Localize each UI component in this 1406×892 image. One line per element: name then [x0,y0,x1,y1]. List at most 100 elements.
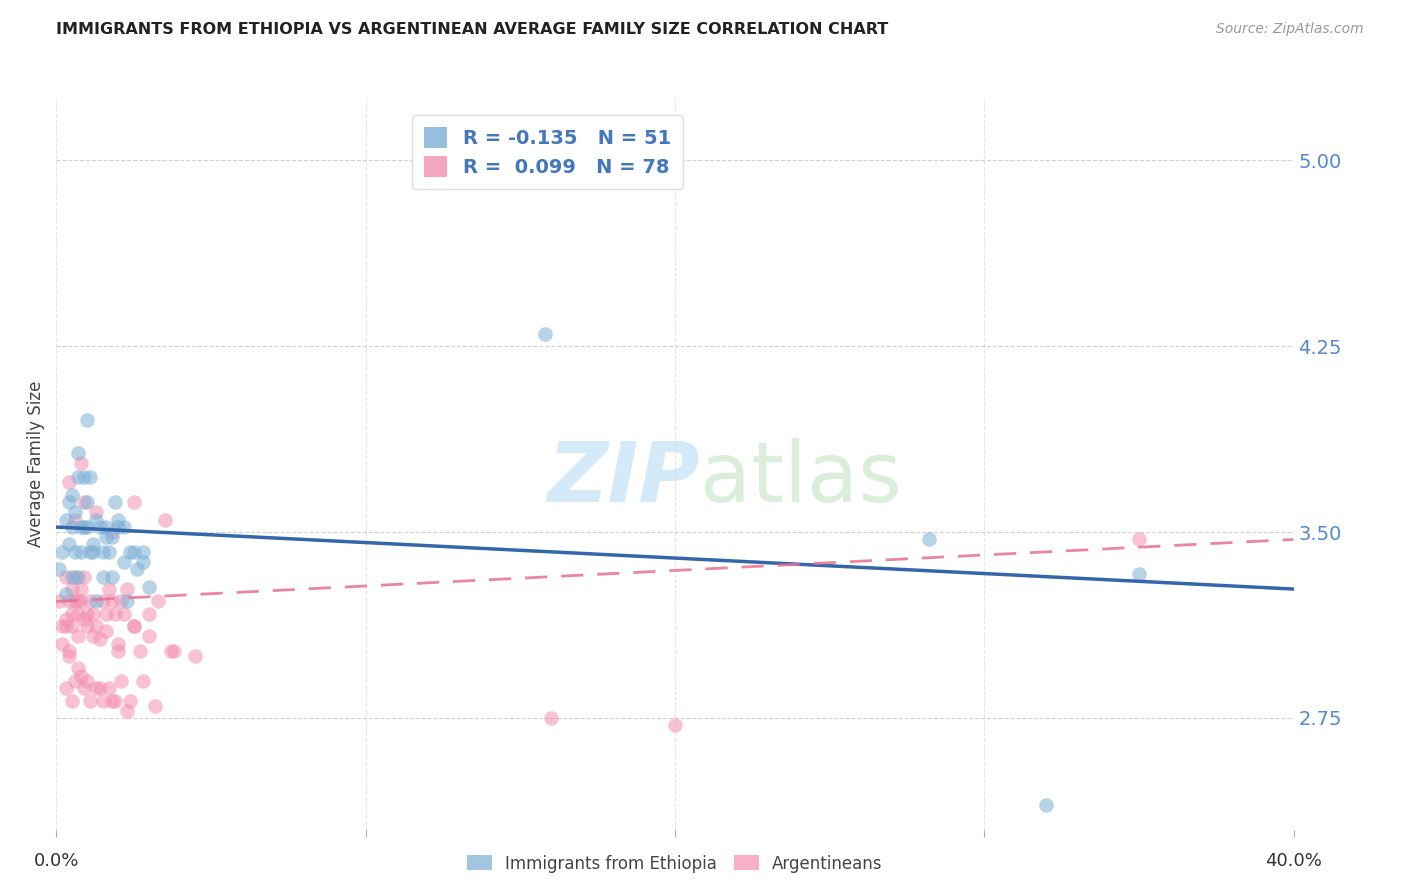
Point [159,644,181,658]
Point [63,545,86,559]
Point [1128,567,1150,582]
Point [94,607,117,621]
Text: 40.0%: 40.0% [1265,852,1322,870]
Point [66,594,89,608]
Point [82,629,104,643]
Point [60,619,83,633]
Point [48,562,70,576]
Point [101,693,124,707]
Point [107,644,129,658]
Point [112,555,135,569]
Point [73,495,96,509]
Point [664,718,686,732]
Point [60,693,83,707]
Point [63,673,86,688]
Point [73,520,96,534]
Point [60,520,83,534]
Point [60,569,83,583]
Point [66,629,89,643]
Point [86,513,108,527]
Y-axis label: Average Family Size: Average Family Size [27,381,45,547]
Point [60,488,83,502]
Point [122,495,145,509]
Point [138,580,160,594]
Point [94,530,117,544]
Point [112,520,135,534]
Point [1035,797,1057,812]
Text: atlas: atlas [700,438,901,519]
Point [91,569,114,583]
Point [66,569,89,583]
Point [120,693,142,707]
Point [58,475,80,490]
Point [132,555,155,569]
Point [122,545,145,559]
Point [132,673,155,688]
Point [70,669,93,683]
Point [117,594,139,608]
Point [73,470,96,484]
Point [132,545,155,559]
Point [97,545,120,559]
Point [76,619,98,633]
Point [58,648,80,663]
Point [97,582,120,596]
Point [534,326,557,341]
Point [58,594,80,608]
Point [60,607,83,621]
Point [91,693,114,707]
Point [101,569,124,583]
Point [60,582,83,596]
Point [66,445,89,459]
Point [138,629,160,643]
Point [138,607,160,621]
Point [86,681,108,696]
Point [73,681,96,696]
Point [89,632,111,646]
Point [101,530,124,544]
Text: ZIP: ZIP [547,438,700,519]
Point [86,505,108,519]
Point [58,644,80,658]
Point [79,545,101,559]
Point [917,533,939,547]
Point [66,661,89,675]
Point [163,644,186,658]
Point [79,693,101,707]
Point [70,582,93,596]
Point [122,619,145,633]
Point [51,637,73,651]
Point [101,524,124,539]
Point [63,505,86,519]
Point [76,607,98,621]
Point [86,619,108,633]
Legend: R = -0.135   N = 51, R =  0.099   N = 78: R = -0.135 N = 51, R = 0.099 N = 78 [412,115,683,188]
Point [70,545,93,559]
Point [55,587,77,601]
Point [89,681,111,696]
Point [51,619,73,633]
Point [1128,533,1150,547]
Text: 0.0%: 0.0% [34,852,79,870]
Point [55,619,77,633]
Point [94,520,117,534]
Point [82,545,104,559]
Point [70,456,93,470]
Point [143,698,166,713]
Point [91,545,114,559]
Point [184,648,207,663]
Point [153,513,176,527]
Point [122,619,145,633]
Point [82,607,104,621]
Point [104,693,127,707]
Point [101,594,124,608]
Point [110,673,132,688]
Point [48,594,70,608]
Point [58,537,80,551]
Point [112,607,135,621]
Point [73,569,96,583]
Point [107,637,129,651]
Point [58,495,80,509]
Point [55,569,77,583]
Point [76,673,98,688]
